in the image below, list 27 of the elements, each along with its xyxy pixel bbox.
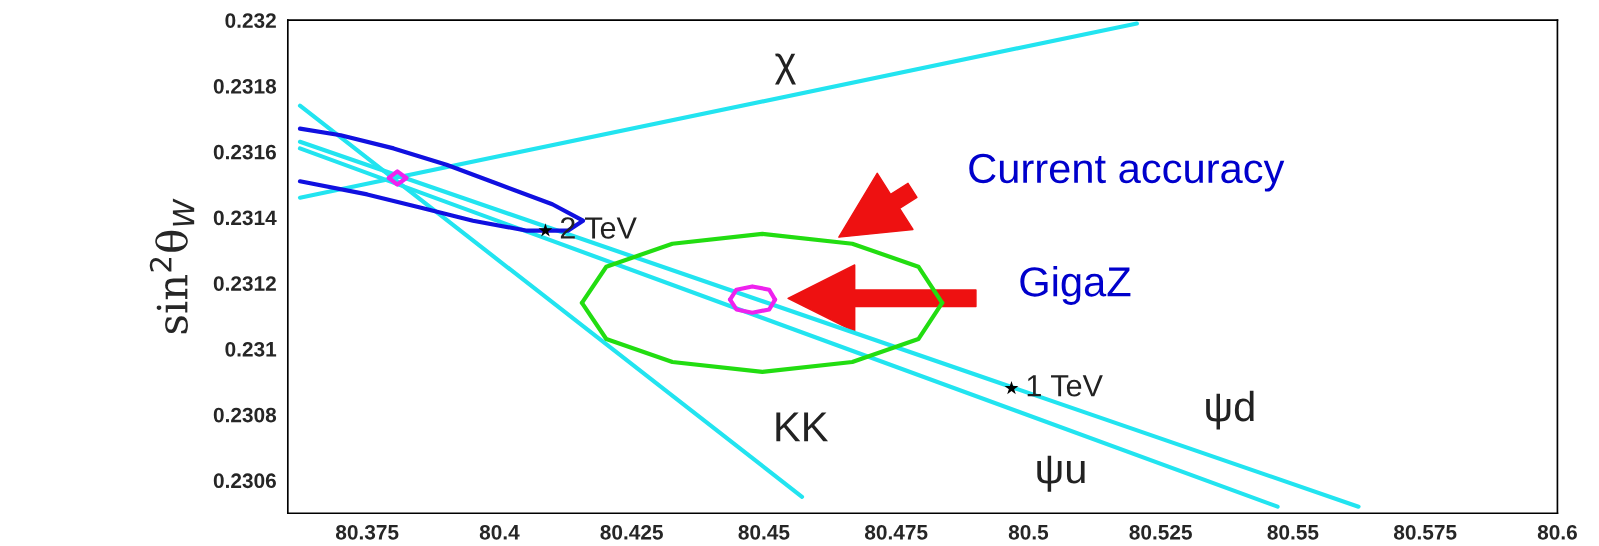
y-tick-label: 0.2318 (213, 78, 277, 94)
y-tick-label: 0.231 (225, 341, 277, 357)
y-tick-label: 0.2308 (213, 407, 277, 423)
annotation: ψu (1037, 455, 1085, 492)
x-tick-label: 80.55 (1267, 524, 1319, 540)
x-tick-label: 80.45 (738, 524, 790, 540)
y-tick-label: 0.2306 (213, 473, 276, 489)
y-tick-label: 0.2312 (213, 276, 276, 291)
x-tick-label: 80.6 (1537, 524, 1577, 540)
x-tick-label: 80.425 (600, 524, 663, 540)
annotation: GigaZ (1020, 266, 1131, 305)
x-tick-label: 80.5 (1008, 524, 1049, 540)
x-tick-label: 80.375 (335, 524, 399, 540)
annotation: ψd (1206, 390, 1254, 430)
x-tick-label: 80.4 (479, 524, 520, 540)
annotation: 1 TeV (1027, 375, 1103, 397)
y-axis-title: sin$^{2}$θ$_{W}$ (149, 198, 195, 334)
annotation: 2 TeV (560, 217, 637, 239)
y-tick-label: 0.2316 (213, 144, 276, 160)
y-tick-label: 0.2314 (213, 210, 277, 226)
x-tick-label: 80.525 (1129, 524, 1192, 540)
y-tick-label: 0.232 (225, 13, 276, 28)
x-tick-label: 80.575 (1393, 524, 1457, 540)
annotation: KK (776, 412, 829, 442)
x-tick-label: 80.475 (864, 524, 928, 540)
annotation: χ (775, 53, 796, 85)
annotation: Current accuracy (969, 153, 1285, 192)
